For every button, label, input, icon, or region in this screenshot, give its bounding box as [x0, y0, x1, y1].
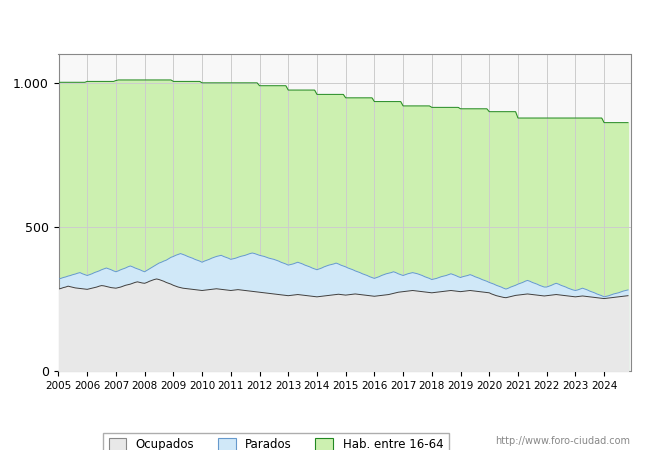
Text: http://www.foro-ciudad.com: http://www.foro-ciudad.com	[495, 436, 630, 446]
Legend: Ocupados, Parados, Hab. entre 16-64: Ocupados, Parados, Hab. entre 16-64	[103, 432, 449, 450]
Text: Alaejos - Evolucion de la poblacion en edad de Trabajar Noviembre de 2024: Alaejos - Evolucion de la poblacion en e…	[72, 17, 578, 30]
